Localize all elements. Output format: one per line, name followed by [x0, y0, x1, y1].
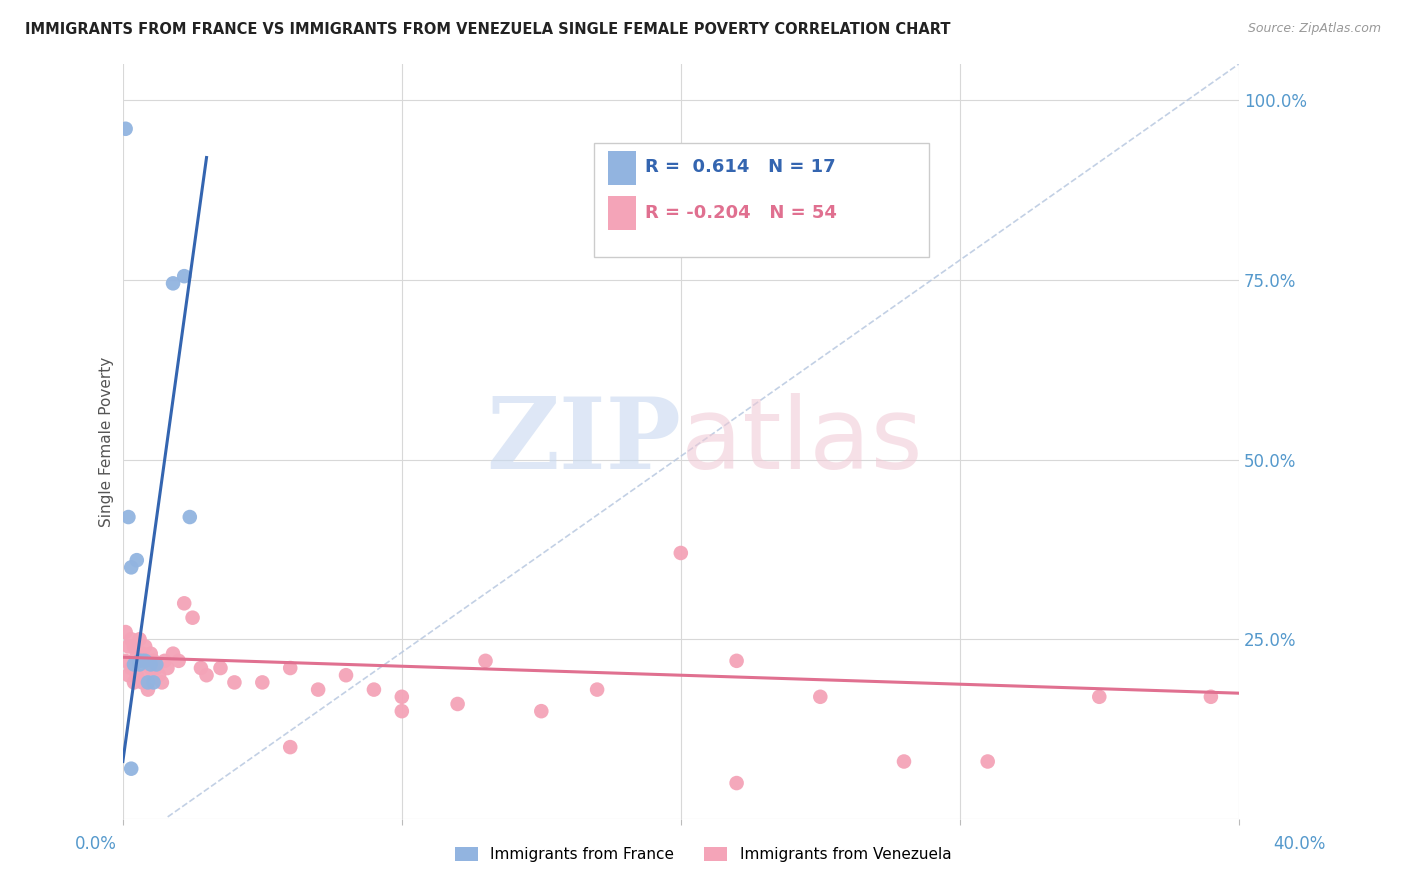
Point [530, 704, 553, 718]
Point [224, 675, 246, 690]
Point [808, 690, 831, 704]
Point [363, 682, 385, 697]
Point [128, 654, 150, 668]
Text: ZIP: ZIP [486, 393, 681, 490]
Point [145, 661, 167, 675]
Point [122, 640, 145, 654]
Point [195, 668, 218, 682]
Point [153, 654, 176, 668]
Text: atlas: atlas [681, 393, 922, 490]
Point [156, 661, 179, 675]
Point [134, 640, 156, 654]
Point [307, 682, 329, 697]
Point [162, 277, 184, 291]
Point [278, 661, 301, 675]
Point [162, 647, 184, 661]
Legend: Immigrants from France, Immigrants from Venezuela: Immigrants from France, Immigrants from … [449, 841, 957, 868]
Point [893, 755, 915, 769]
Point [131, 654, 153, 668]
Point [725, 776, 748, 790]
Point [167, 654, 190, 668]
Point [125, 668, 148, 682]
Point [148, 668, 170, 682]
Point [117, 510, 139, 524]
Point [120, 560, 142, 574]
Point [125, 553, 148, 567]
Point [136, 675, 159, 690]
Point [150, 675, 173, 690]
Point [120, 632, 142, 647]
Point [114, 654, 136, 668]
Point [173, 596, 195, 610]
Point [669, 546, 692, 560]
Point [139, 647, 162, 661]
FancyBboxPatch shape [609, 151, 636, 185]
Point [190, 661, 212, 675]
Point [122, 675, 145, 690]
Point [446, 697, 468, 711]
Point [120, 762, 142, 776]
Point [278, 740, 301, 755]
Point [725, 654, 748, 668]
Point [474, 654, 496, 668]
Point [117, 640, 139, 654]
Point [391, 704, 413, 718]
Point [134, 654, 156, 668]
Point [125, 647, 148, 661]
Point [134, 668, 156, 682]
Point [136, 654, 159, 668]
Point [128, 657, 150, 672]
Point [131, 647, 153, 661]
Text: R =  0.614   N = 17: R = 0.614 N = 17 [645, 159, 835, 177]
Point [586, 682, 609, 697]
Point [120, 661, 142, 675]
Point [139, 657, 162, 672]
Point [335, 668, 357, 682]
Point [142, 654, 165, 668]
Point [142, 675, 165, 690]
Point [131, 675, 153, 690]
Point [114, 625, 136, 640]
Point [1088, 690, 1111, 704]
FancyBboxPatch shape [593, 144, 928, 257]
FancyBboxPatch shape [609, 196, 636, 230]
Point [252, 675, 274, 690]
Point [128, 632, 150, 647]
Point [173, 269, 195, 284]
Point [179, 510, 201, 524]
Y-axis label: Single Female Poverty: Single Female Poverty [100, 357, 114, 526]
Point [117, 668, 139, 682]
Text: 0.0%: 0.0% [75, 835, 117, 853]
Point [136, 682, 159, 697]
Point [391, 690, 413, 704]
Point [145, 657, 167, 672]
Text: IMMIGRANTS FROM FRANCE VS IMMIGRANTS FROM VENEZUELA SINGLE FEMALE POVERTY CORREL: IMMIGRANTS FROM FRANCE VS IMMIGRANTS FRO… [25, 22, 950, 37]
Point [976, 755, 998, 769]
Text: 40.0%: 40.0% [1272, 835, 1326, 853]
Point [128, 654, 150, 668]
Point [1199, 690, 1222, 704]
Text: R = -0.204   N = 54: R = -0.204 N = 54 [645, 203, 837, 222]
Point [209, 661, 232, 675]
Text: Source: ZipAtlas.com: Source: ZipAtlas.com [1247, 22, 1381, 36]
Point [139, 661, 162, 675]
Point [122, 657, 145, 672]
Point [114, 121, 136, 136]
Point [181, 610, 204, 624]
